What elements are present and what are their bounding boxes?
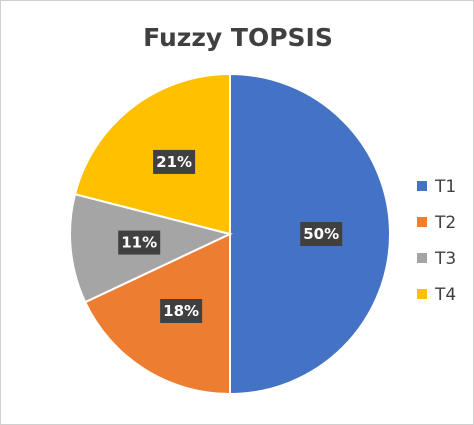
data-label-text: 21% (156, 153, 192, 171)
data-label-box (300, 222, 343, 246)
data-label-box (153, 149, 196, 174)
data-label-text: 50% (303, 225, 339, 243)
legend-swatch (417, 181, 427, 191)
data-label-box (118, 230, 161, 255)
data-label-text: 11% (121, 234, 157, 252)
data-label-t2: 18% (160, 299, 203, 324)
data-label-box (160, 299, 203, 324)
legend-label: T4 (434, 285, 456, 305)
pie-slice-t4 (73, 72, 231, 236)
data-label-t3: 11% (118, 230, 161, 255)
legend-label: T3 (434, 249, 456, 269)
legend-label: T2 (434, 213, 456, 233)
legend-item-t4: T4 (417, 285, 456, 305)
legend-item-t1: T1 (417, 177, 456, 197)
legend: T1 T2 T3 T4 (417, 177, 456, 305)
legend-label: T1 (434, 177, 456, 197)
legend-swatch (417, 217, 427, 227)
data-label-t1: 50% (300, 222, 343, 246)
data-labels: 50% 18% 11% 21% (118, 149, 343, 324)
data-label-t4: 21% (153, 149, 196, 174)
chart-title: Fuzzy TOPSIS (143, 23, 333, 52)
data-label-text: 18% (163, 302, 199, 320)
legend-swatch (417, 289, 427, 299)
legend-item-t2: T2 (417, 213, 456, 233)
legend-swatch (417, 253, 427, 263)
pie-slice-t2 (83, 232, 231, 396)
legend-item-t3: T3 (417, 249, 456, 269)
